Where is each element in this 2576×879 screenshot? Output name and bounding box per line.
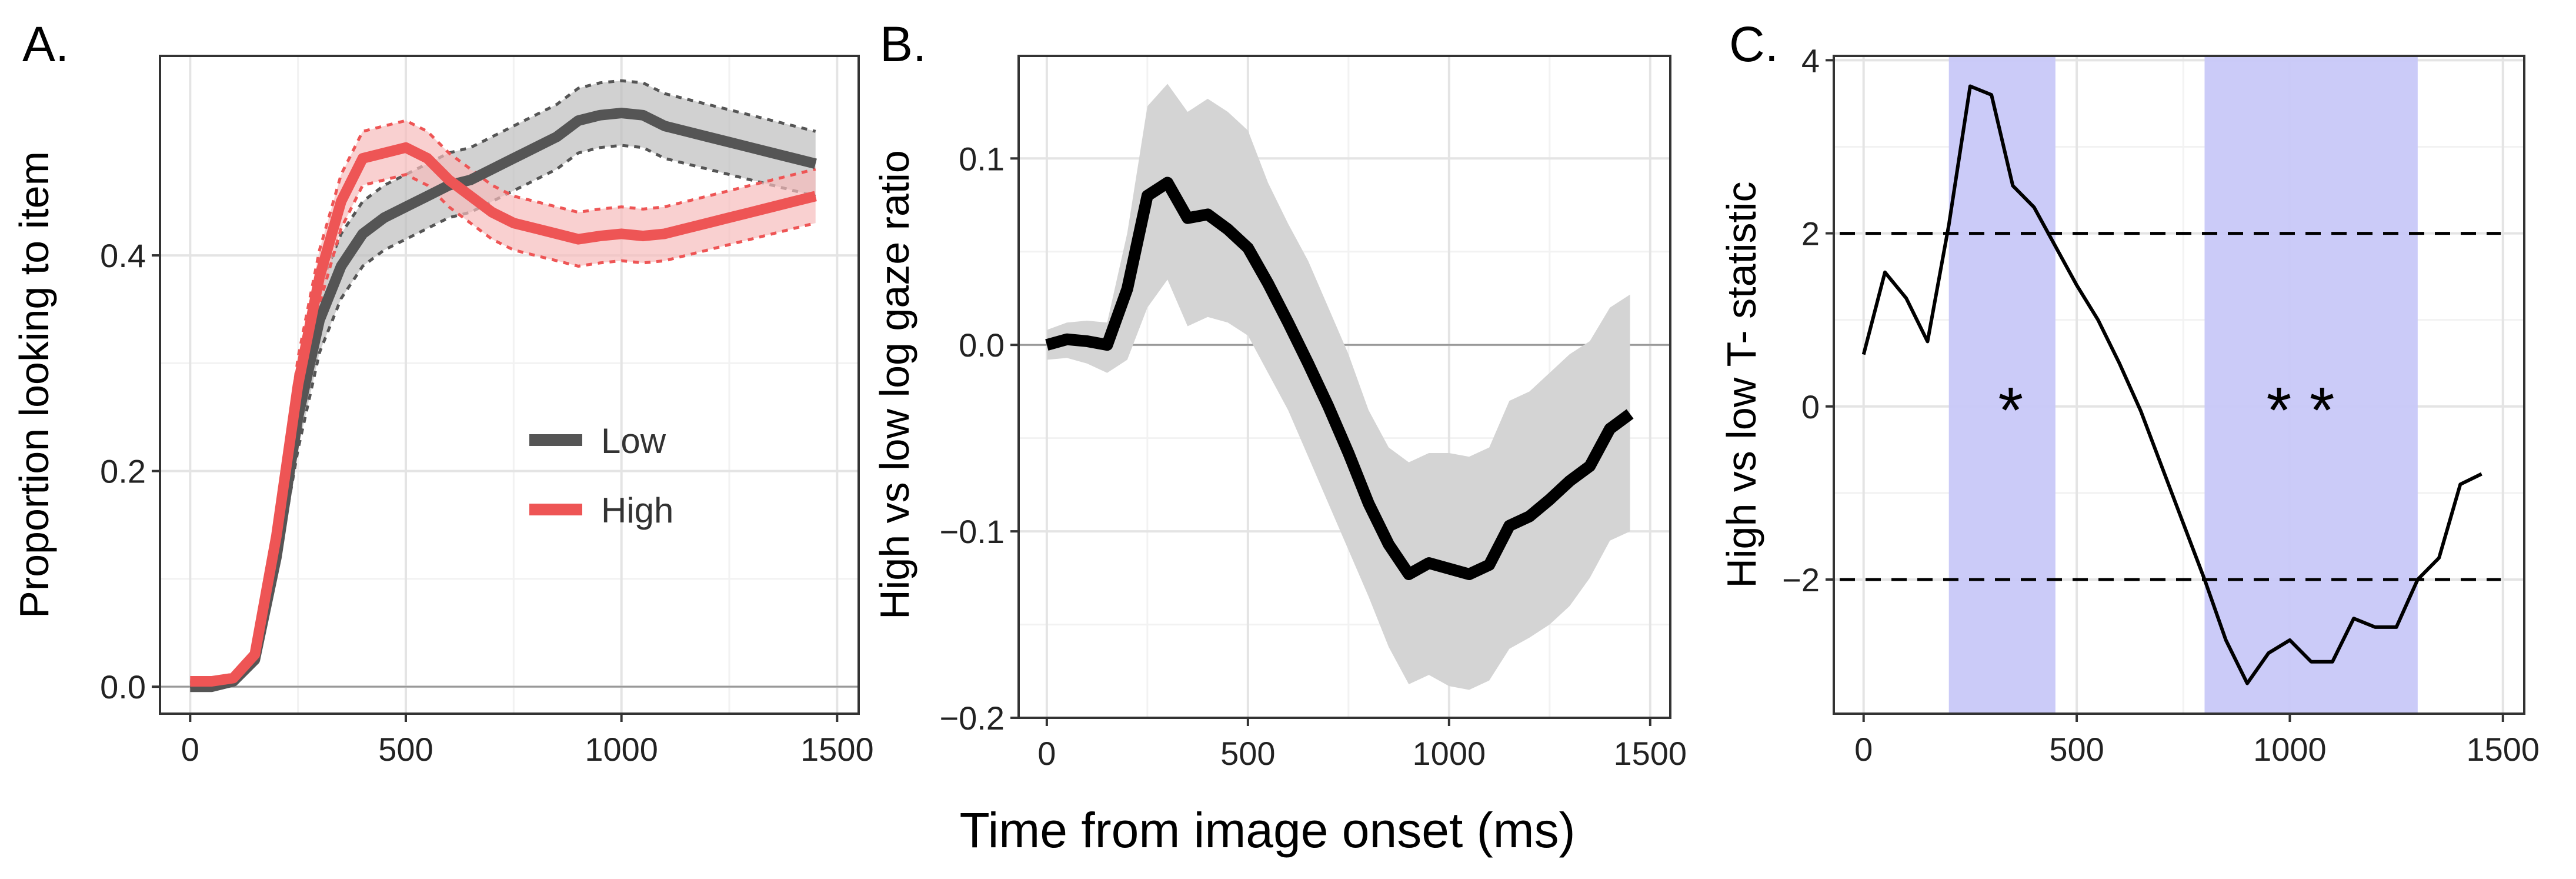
x-tick-label: 1500 (2466, 731, 2540, 768)
y-tick-label: −2 (1782, 561, 1820, 598)
y-tick-label: 0.0 (959, 327, 1005, 364)
legend-label-high: High (601, 491, 673, 530)
x-tick-label: 1000 (2253, 731, 2327, 768)
x-tick-label: 1500 (800, 731, 874, 768)
panel-b: 0 500 1000 1500 −0.2 −0.1 0.0 0.1 B. High vs low … (872, 16, 1687, 772)
x-tick-label: 0 (1037, 735, 1056, 772)
significance-marker: * * (2266, 374, 2334, 447)
x-tick-label: 500 (2049, 731, 2104, 768)
y-tick-label: 0.1 (959, 140, 1005, 177)
y-tick-label: 0.4 (100, 237, 146, 274)
y-axis-label: High vs low log gaze ratio (872, 150, 917, 620)
ci-band (1046, 84, 1630, 690)
panel-border (159, 55, 860, 715)
y-tick-label: −0.1 (939, 513, 1005, 550)
panel-label: C. (1729, 16, 1778, 72)
y-tick-label: 4 (1801, 42, 1820, 79)
y-axis-label: Proportion looking to item (11, 151, 57, 618)
shared-x-axis-label: Time from image onset (ms) (959, 803, 1575, 858)
panel-border (1833, 55, 2525, 715)
y-tick-label: −0.2 (939, 700, 1005, 737)
x-tick-label: 500 (1220, 735, 1275, 772)
x-tick-label: 1000 (1413, 735, 1486, 772)
panel-border (1017, 55, 1671, 719)
plot-area (1019, 84, 1670, 690)
plot-area (160, 79, 859, 692)
series-line-gaze-ratio (1045, 177, 1634, 580)
x-tick-label: 1000 (585, 731, 658, 768)
y-tick-label: 0.0 (100, 668, 146, 705)
significance-window (1948, 56, 2056, 714)
plot-area (1840, 56, 2501, 714)
x-tick-label: 0 (1854, 731, 1873, 768)
x-tick-label: 0 (181, 731, 199, 768)
y-tick-label: 0.2 (100, 453, 146, 490)
legend-label-low: Low (601, 421, 666, 461)
ci-band-low (190, 81, 816, 687)
y-tick-label: 2 (1801, 215, 1820, 252)
panel-c: * * * 0 500 1000 1500 −2 0 2 4 C. High vs low T- st… (1719, 16, 2540, 768)
y-axis-label: High vs low T- statistic (1719, 181, 1764, 588)
ci-lower-high (190, 172, 816, 684)
significance-marker: * (1998, 374, 2023, 447)
legend: Low High (529, 421, 673, 530)
significance-window (2204, 56, 2418, 714)
series-line-t-statistic (1861, 84, 2482, 685)
ci-band-high (190, 121, 816, 682)
panel-label: B. (880, 16, 926, 72)
panel-label: A. (22, 16, 69, 72)
panel-a: 0 500 1000 1500 0.0 0.2 0.4 A. Proportion lookin… (11, 16, 874, 768)
x-tick-label: 500 (378, 731, 433, 768)
ci-upper-low (190, 79, 816, 688)
y-tick-label: 0 (1801, 388, 1820, 425)
x-tick-label: 1500 (1614, 735, 1687, 772)
series-line-high (190, 142, 817, 687)
